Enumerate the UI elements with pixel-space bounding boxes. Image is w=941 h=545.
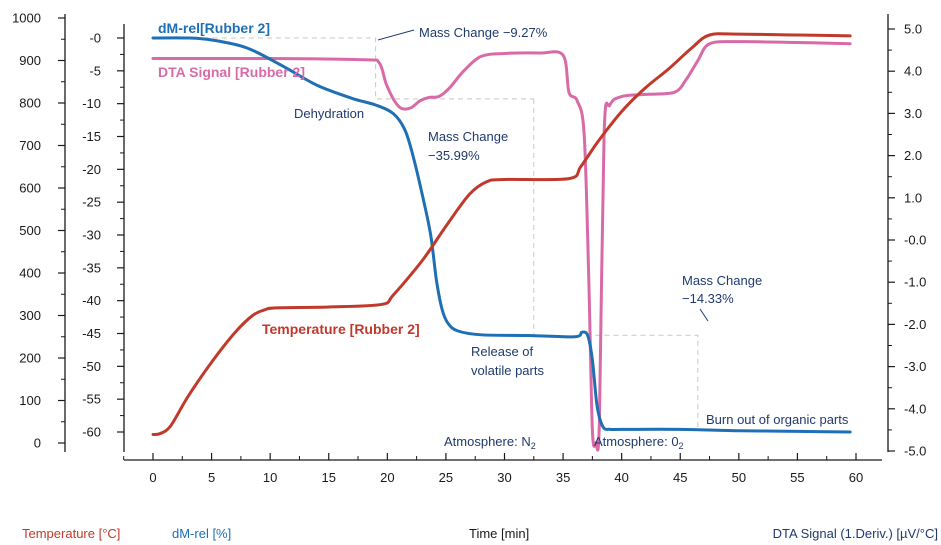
temperature-tick-label: 100 [19, 393, 41, 408]
time-tick-label: 30 [497, 470, 511, 485]
dta-tick-label: -1.0 [904, 275, 926, 290]
mass-tick-label: -60 [82, 425, 101, 440]
series-label-mass: dM-rel[Rubber 2] [158, 20, 270, 36]
time-axis-ticks: 0 5 10 15 20 25 30 35 40 45 50 55 60 [123, 453, 863, 485]
series-label-dta: DTA Signal [Rubber 2] [158, 64, 305, 80]
time-tick-label: 45 [673, 470, 687, 485]
mass-tick-label: -35 [82, 260, 101, 275]
mass-tick-label: -5 [89, 63, 101, 78]
series-line-mass [151, 36, 852, 434]
dta-tick-label: -4.0 [904, 401, 926, 416]
mass-tick-label: -20 [82, 162, 101, 177]
dta-tick-label: 4.0 [904, 64, 922, 79]
annotation-mass-change-3-line1: Mass Change [682, 273, 762, 288]
time-tick-label: 55 [790, 470, 804, 485]
mass-axis-label: dM-rel [%] [172, 526, 231, 541]
guide-mass-change-3 [586, 334, 699, 430]
temperature-tick-label: 800 [19, 96, 41, 111]
annotation-release-line1: Release of [471, 344, 534, 359]
time-tick-label: 20 [380, 470, 394, 485]
series-line-temperature [151, 32, 852, 437]
dta-tick-label: 5.0 [904, 22, 922, 37]
annotation-mass-change-3-line2: −14.33% [682, 291, 734, 306]
time-tick-label: 35 [556, 470, 570, 485]
temperature-axis-ticks: 0 100 200 300 400 500 600 700 800 900 1000 [12, 11, 65, 451]
time-tick-label: 40 [614, 470, 628, 485]
temperature-tick-label: 600 [19, 181, 41, 196]
mass-tick-label: -40 [82, 293, 101, 308]
series-line-dta [151, 40, 852, 452]
time-tick-label: 10 [263, 470, 277, 485]
leader-mass-change-3 [699, 308, 709, 322]
mass-tick-label: -30 [82, 228, 101, 243]
temperature-axis-label: Temperature [°C] [22, 526, 120, 541]
time-axis-label: Time [min] [469, 526, 529, 541]
dta-tick-label: 1.0 [904, 190, 922, 205]
mass-tick-label: -45 [82, 326, 101, 341]
dta-tick-label: -5.0 [904, 444, 926, 459]
temperature-tick-label: 900 [19, 53, 41, 68]
leader-mass-change-1 [377, 29, 415, 41]
mass-tick-label: -15 [82, 129, 101, 144]
atmosphere-o2-subscript: 2 [679, 441, 684, 451]
temperature-tick-label: 700 [19, 138, 41, 153]
mass-axis-ticks: -60 -55 -50 -45 -40 -35 -30 -25 -20 -15 -10 -5 -0 [82, 31, 124, 440]
dta-axis-label: DTA Signal (1.Deriv.) [µV/°C] [773, 526, 938, 541]
dta-tick-label: 3.0 [904, 106, 922, 121]
annotation-mass-change-2-line2: −35.99% [428, 148, 480, 163]
dta-tick-label: -2.0 [904, 317, 926, 332]
annotation-mass-change-2-line1: Mass Change [428, 129, 508, 144]
time-tick-label: 60 [849, 470, 863, 485]
mass-tick-label: -0 [89, 31, 101, 46]
atmosphere-n2-subscript: 2 [531, 441, 536, 451]
dta-axis-ticks: -5.0 -4.0 -3.0 -2.0 -1.0 -0.0 1.0 2.0 3.0 4.0 5.0 [888, 22, 926, 459]
mass-tick-label: -25 [82, 195, 101, 210]
time-tick-label: 5 [208, 470, 215, 485]
dta-tick-label: -0.0 [904, 233, 926, 248]
time-tick-label: 15 [322, 470, 336, 485]
time-tick-label: 0 [149, 470, 156, 485]
annotation-release-line2: volatile parts [471, 363, 544, 378]
temperature-tick-label: 1000 [12, 11, 41, 26]
annotation-mass-change-1: Mass Change −9.27% [419, 25, 548, 40]
temperature-tick-label: 200 [19, 351, 41, 366]
temperature-tick-label: 0 [34, 436, 41, 451]
series-label-temperature: Temperature [Rubber 2] [262, 321, 420, 337]
guide-mass-change-1 [158, 37, 534, 100]
time-tick-label: 50 [732, 470, 746, 485]
mass-tick-label: -50 [82, 359, 101, 374]
temperature-tick-label: 300 [19, 308, 41, 323]
temperature-tick-label: 500 [19, 223, 41, 238]
dta-tick-label: -3.0 [904, 359, 926, 374]
mass-change-guides [158, 37, 699, 430]
temperature-tick-label: 400 [19, 266, 41, 281]
annotation-atmosphere-o2: Atmosphere: 02 [594, 434, 684, 451]
annotation-atmosphere-n2: Atmosphere: N2 [444, 434, 536, 451]
annotation-dehydration: Dehydration [294, 106, 364, 121]
mass-tick-label: -55 [82, 392, 101, 407]
time-tick-label: 25 [439, 470, 453, 485]
dta-tick-label: 2.0 [904, 148, 922, 163]
mass-tick-label: -10 [82, 96, 101, 111]
series-lines [151, 32, 852, 452]
annotation-burn-out: Burn out of organic parts [706, 412, 849, 427]
